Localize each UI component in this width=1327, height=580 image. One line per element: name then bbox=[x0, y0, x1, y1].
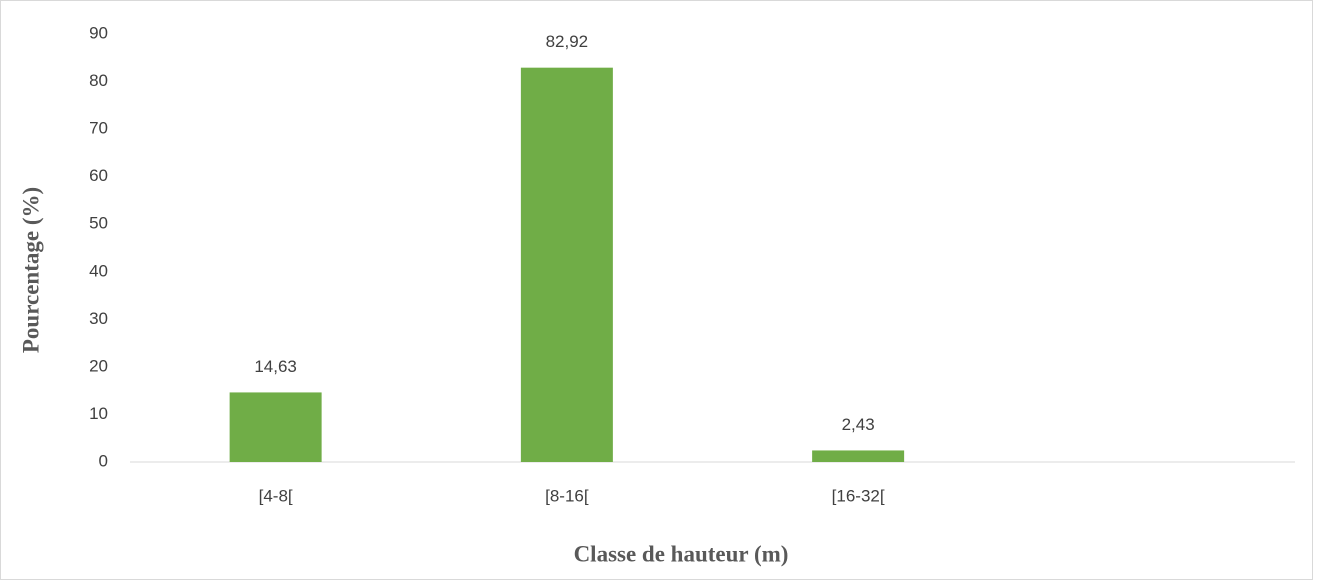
x-tick-label: [16-32[ bbox=[832, 486, 885, 505]
x-tick-label: [8-16[ bbox=[545, 486, 589, 505]
data-label: 14,63 bbox=[254, 357, 297, 376]
data-label: 82,92 bbox=[546, 32, 589, 51]
y-tick-label: 80 bbox=[89, 71, 108, 90]
bar bbox=[812, 450, 905, 462]
y-tick-label: 70 bbox=[89, 119, 108, 138]
y-tick-label: 0 bbox=[99, 451, 108, 470]
x-axis-title: Classe de hauteur (m) bbox=[574, 541, 789, 566]
y-tick-label: 30 bbox=[89, 309, 108, 328]
bar bbox=[229, 392, 322, 462]
y-axis-title: Pourcentage (%) bbox=[18, 187, 43, 353]
y-tick-label: 50 bbox=[89, 214, 108, 233]
data-label: 2,43 bbox=[842, 415, 875, 434]
y-tick-label: 10 bbox=[89, 404, 108, 423]
y-tick-label: 40 bbox=[89, 261, 108, 280]
y-tick-label: 60 bbox=[89, 166, 108, 185]
bar bbox=[520, 67, 613, 462]
y-tick-label: 20 bbox=[89, 356, 108, 375]
y-tick-label: 90 bbox=[89, 23, 108, 42]
x-tick-label: [4-8[ bbox=[259, 486, 293, 505]
